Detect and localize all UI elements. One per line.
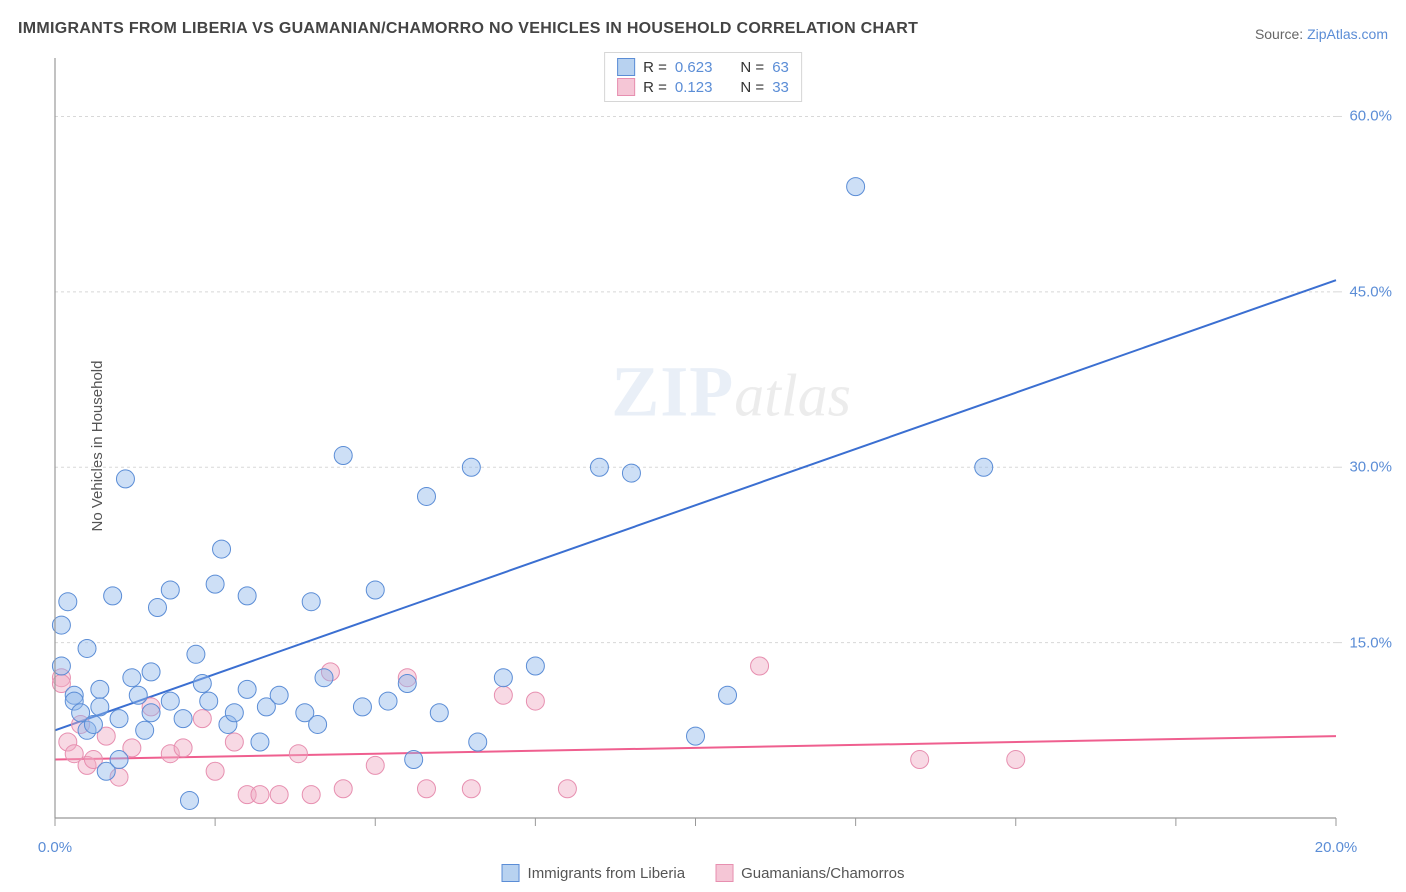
legend-row: R = 0.123 N = 33 [617,77,789,97]
source-label: Source: [1255,26,1307,42]
x-tick-label: 20.0% [1315,839,1358,856]
correlation-legend: R = 0.623 N = 63 R = 0.123 N = 33 [604,52,802,102]
y-tick-label: 60.0% [1349,108,1392,125]
series-legend: Immigrants from Liberia Guamanians/Chamo… [502,864,905,882]
series-legend-item: Immigrants from Liberia [502,864,686,882]
series-legend-item: Guamanians/Chamorros [715,864,904,882]
legend-r-label: R = [643,59,667,76]
series-legend-label: Immigrants from Liberia [528,865,686,882]
chart-plot-area [45,48,1396,856]
legend-swatch [617,78,635,96]
legend-swatch [617,58,635,76]
series-legend-label: Guamanians/Chamorros [741,865,904,882]
y-tick-label: 45.0% [1349,283,1392,300]
scatter-plot-svg [45,48,1396,856]
y-tick-label: 30.0% [1349,459,1392,476]
legend-row: R = 0.623 N = 63 [617,57,789,77]
legend-r-value: 0.623 [675,59,713,76]
legend-swatch [715,864,733,882]
legend-n-label: N = [740,59,764,76]
legend-r-value: 0.123 [675,79,713,96]
legend-n-label: N = [740,79,764,96]
legend-r-label: R = [643,79,667,96]
x-tick-label: 0.0% [38,839,72,856]
chart-title: IMMIGRANTS FROM LIBERIA VS GUAMANIAN/CHA… [18,20,918,38]
legend-n-value: 33 [772,79,789,96]
source-attribution: Source: ZipAtlas.com [1255,26,1388,42]
source-link[interactable]: ZipAtlas.com [1307,26,1388,42]
legend-swatch [502,864,520,882]
legend-n-value: 63 [772,59,789,76]
y-tick-label: 15.0% [1349,634,1392,651]
